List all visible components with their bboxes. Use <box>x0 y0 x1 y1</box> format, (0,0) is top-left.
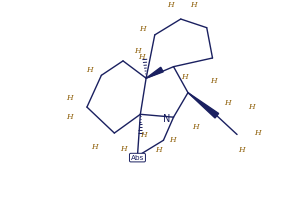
Text: H: H <box>224 99 231 107</box>
Text: H: H <box>209 77 216 85</box>
Text: N: N <box>163 114 170 124</box>
Text: H: H <box>120 145 126 153</box>
Text: H: H <box>167 1 174 9</box>
Text: H: H <box>254 129 261 137</box>
Text: H: H <box>190 1 197 9</box>
Text: H: H <box>66 113 72 121</box>
Polygon shape <box>188 93 219 118</box>
Text: H: H <box>66 95 72 102</box>
Text: H: H <box>134 47 141 55</box>
Text: H: H <box>140 131 147 138</box>
Text: H: H <box>138 53 145 60</box>
Text: H: H <box>192 123 199 131</box>
Text: H: H <box>181 73 187 81</box>
Text: H: H <box>139 25 146 33</box>
Text: H: H <box>86 66 93 73</box>
Text: H: H <box>155 146 162 154</box>
Text: H: H <box>238 146 245 154</box>
Text: H: H <box>249 103 255 111</box>
Polygon shape <box>146 67 163 78</box>
Text: H: H <box>91 143 97 151</box>
Text: H: H <box>169 136 176 144</box>
Text: Abs: Abs <box>131 155 144 161</box>
